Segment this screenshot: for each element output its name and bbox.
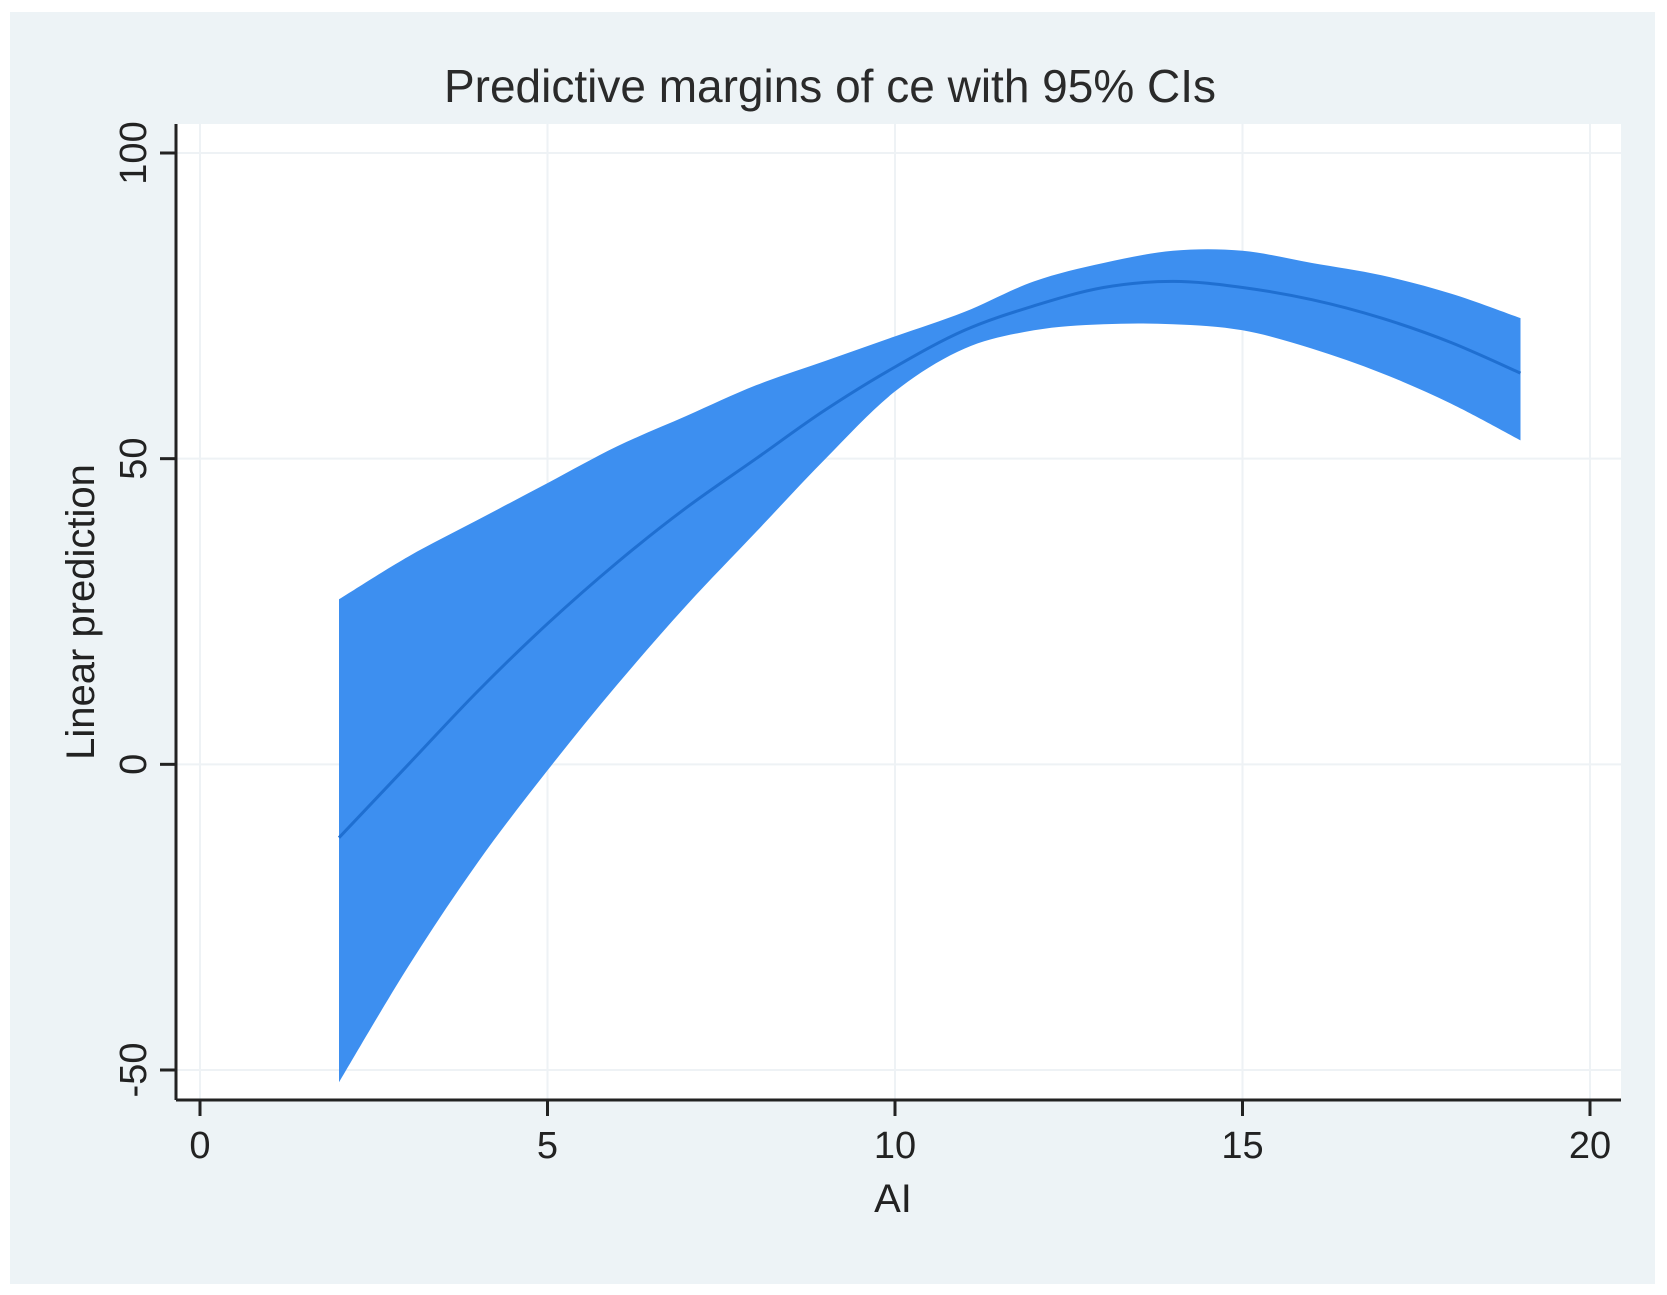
y-axis-title: Linear prediction xyxy=(59,464,103,760)
prediction-line xyxy=(337,279,1522,839)
x-axis-title: AI xyxy=(874,1177,912,1221)
axes xyxy=(174,124,1621,1102)
y-tick-label: -50 xyxy=(113,1043,155,1098)
x-tick-label: 10 xyxy=(874,1125,916,1167)
x-tick-label: 0 xyxy=(189,1125,210,1167)
chart-title: Predictive margins of ce with 95% CIs xyxy=(444,60,1216,112)
x-tick-label: 15 xyxy=(1221,1125,1263,1167)
ticks: -50 0 50 100 0 5 10 15 20 xyxy=(113,121,1611,1167)
series-layer xyxy=(337,249,1522,1083)
confidence-band xyxy=(339,249,1521,1083)
y-tick-label: 100 xyxy=(113,121,155,184)
y-tick-label: 50 xyxy=(113,438,155,480)
grid-lines xyxy=(176,124,1621,1100)
y-tick-label: 0 xyxy=(113,754,155,775)
x-tick-label: 5 xyxy=(537,1125,558,1167)
x-tick-label: 20 xyxy=(1569,1125,1611,1167)
